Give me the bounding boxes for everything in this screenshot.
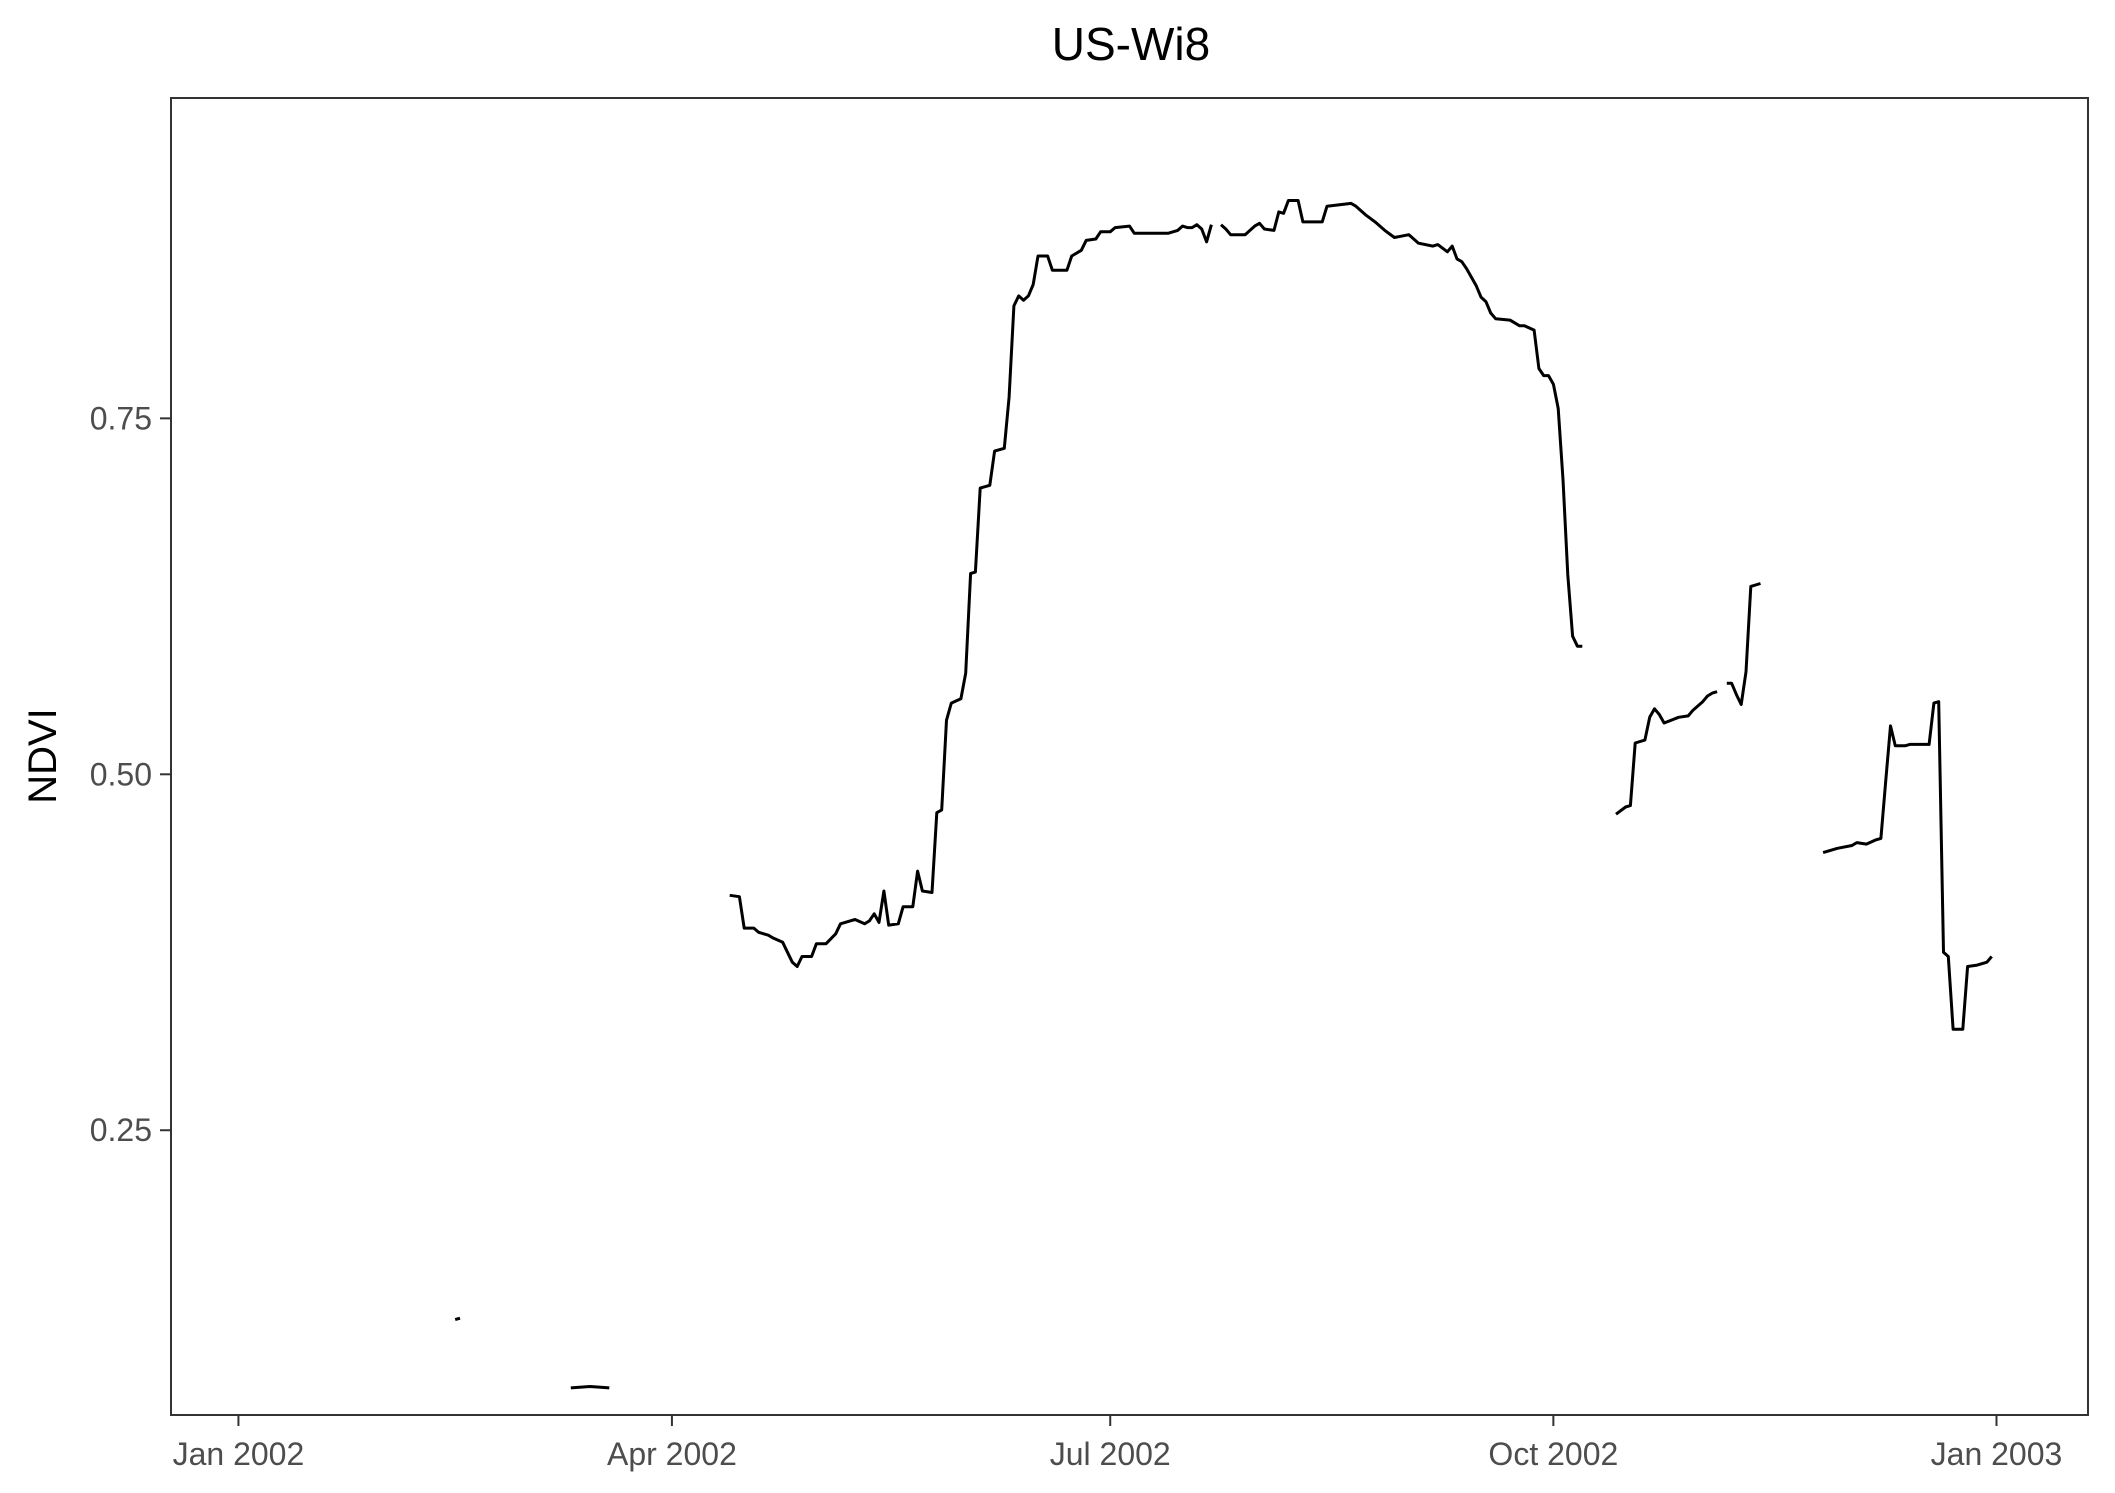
y-axis: 0.25 0.50 0.75 [90,400,171,1148]
chart-title: US-Wi8 [1052,18,1210,70]
y-tick-label: 0.50 [90,756,152,792]
y-tick-label: 0.75 [90,400,152,436]
x-tick-label: Oct 2002 [1488,1436,1618,1472]
x-tick-label: Jan 2002 [173,1436,305,1472]
ndvi-line-segment-3 [729,223,1213,968]
ndvi-series-lines [454,199,1993,1390]
ndvi-line-segment-6 [1726,582,1761,706]
y-tick-label: 0.25 [90,1112,152,1148]
x-tick-label: Jan 2003 [1931,1436,2063,1472]
ndvi-line-segment-7 [1822,700,1993,1031]
ndvi-line-segment-4 [1219,199,1583,648]
plot-panel-border [170,97,2089,1416]
x-axis: Jan 2002 Apr 2002 Jul 2002 Oct 2002 Jan 2003 [173,1415,2063,1472]
x-tick-label: Jul 2002 [1050,1436,1171,1472]
ndvi-line-segment-2 [570,1385,610,1390]
ndvi-line-segment-1 [454,1316,461,1322]
y-axis-title: NDVI [21,708,65,804]
x-tick-label: Apr 2002 [607,1436,737,1472]
ndvi-line-segment-5 [1615,690,1718,816]
